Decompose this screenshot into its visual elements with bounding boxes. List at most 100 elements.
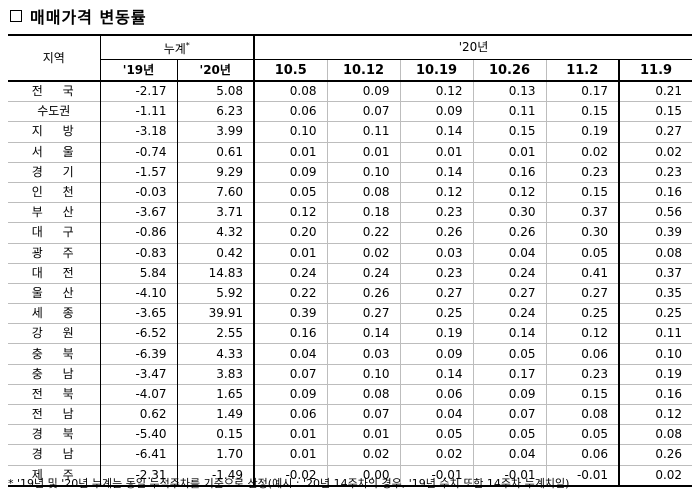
week-value-cell: 0.16	[617, 182, 693, 203]
week-value-cell: 0.23	[581, 366, 608, 381]
cum-20-cell: 3.71	[177, 202, 255, 223]
cum-19-cell: -0.83	[100, 243, 178, 264]
cum-20-cell: 9.29	[177, 162, 255, 183]
week-value-cell: 0.01	[400, 142, 474, 163]
footnote: * '19년 및 '20년 누계는 동일 누적주차를 기준으로 산정(예시 : …	[8, 477, 570, 490]
table-row: 인 천 -0.03 7.60 0.05 0.08 0.12 0.12 0.15 0.16	[8, 182, 693, 203]
week-value-cell: 0.12	[254, 202, 328, 223]
cum-20-cell: 39.91	[177, 303, 255, 324]
table-row: 전 남 0.62 1.49 0.06 0.07 0.04 0.07 0.08 0.12	[8, 404, 693, 425]
week-value-cell: 0.21	[617, 81, 693, 102]
cum-20-cell: 3.83	[177, 364, 255, 385]
week-value-cell: 0.15	[617, 101, 693, 122]
week-value-cell: 0.01	[254, 444, 328, 466]
table-row: 경 북 -5.40 0.15 0.01 0.01 0.05 0.05 0.05 0.08	[8, 424, 693, 445]
cum-20-cell: 1.70	[177, 444, 255, 466]
week-value-cell: 0.17	[581, 84, 608, 99]
cum-19-cell: -6.41	[100, 444, 178, 466]
table-row: 경 기 -1.57 9.29 0.09 0.10 0.14 0.16 0.23 0.23	[8, 162, 693, 183]
cum-19-cell: 0.62	[100, 404, 178, 425]
week-value-cell: 0.37	[617, 263, 693, 284]
checkbox-icon	[10, 10, 22, 22]
week-value-cell: 0.37	[581, 205, 608, 220]
week-value-cell: 0.08	[617, 243, 693, 264]
week-value-cell: 0.05	[581, 245, 608, 260]
week-value-cell: 0.07	[327, 404, 401, 425]
week-value-cell: 0.05	[400, 424, 474, 445]
week-value-cell: 0.16	[473, 162, 547, 183]
week-value-cell: 0.14	[400, 162, 474, 183]
table-row: 전 국 -2.17 5.08 0.08 0.09 0.12 0.13 0.17 0.21	[8, 81, 693, 102]
week-value-cell: 0.27	[327, 303, 401, 324]
year-group-header: '20년	[254, 35, 693, 60]
region-cell: 경 남	[8, 444, 101, 466]
table-row: 지 방 -3.18 3.99 0.10 0.11 0.14 0.15 0.19 0.27	[8, 121, 693, 143]
cum-20-cell: 0.61	[177, 142, 255, 163]
week-value-cell: 0.06	[254, 404, 328, 425]
region-cell: 제 주	[8, 465, 101, 486]
week-value-cell: 0.24	[327, 263, 401, 284]
table-row: 부 산 -3.67 3.71 0.12 0.18 0.23 0.30 0.37 0.56	[8, 202, 693, 223]
week-value-cell: -0.02	[254, 465, 328, 486]
week-value-cell: 0.09	[400, 101, 474, 122]
cum-19-cell: -4.07	[100, 384, 178, 405]
cum-20-cell: 5.08	[177, 81, 255, 102]
cum-20-cell: 7.60	[177, 182, 255, 203]
cumulative-mark: *	[185, 41, 190, 50]
week-value-cell: 0.03	[400, 243, 474, 264]
week-value-cell: 0.12	[473, 182, 547, 203]
week-value-cell: 0.26	[327, 283, 401, 304]
week-value-cell: 0.27	[617, 121, 693, 143]
week-value-cell: 0.09	[400, 343, 474, 365]
week-value-cell: 0.04	[473, 243, 547, 264]
table-row: 경 남 -6.41 1.70 0.01 0.02 0.02 0.04 0.06 0.26	[8, 444, 693, 466]
week-value-cell: 0.26	[617, 444, 693, 466]
week-value-cell: 0.27	[581, 285, 608, 300]
cum-19-cell: -1.57	[100, 162, 178, 183]
region-cell: 수도권	[8, 101, 101, 122]
sub-header-row: '19년 '20년 10.5 10.12 10.19 10.26 11.2 11.9	[8, 59, 693, 82]
week-value-cell: 0.07	[254, 364, 328, 385]
week-value-cell: 0.10	[327, 364, 401, 385]
week-value-cell: 0.30	[473, 202, 547, 223]
price-change-table: 지역 누계* '20년 '19년 '20년 10.5 10.12 10.19 10.26 1…	[8, 34, 693, 487]
cum-20-cell: 5.92	[177, 283, 255, 304]
week-value-cell: 0.26	[400, 222, 474, 243]
week-value-cell: 0.03	[327, 343, 401, 365]
week-value-cell: 0.02	[400, 444, 474, 466]
cum-20-cell: 14.83	[177, 263, 255, 284]
cum-19-cell: -2.31	[100, 465, 178, 486]
week-value-cell: 0.06	[581, 346, 608, 361]
cum-col-header: '19년	[100, 59, 178, 82]
week-value-cell: 0.02	[617, 142, 693, 163]
region-cell: 충 남	[8, 364, 101, 385]
week-value-cell: 0.02	[327, 243, 401, 264]
week-value-cell: 0.09	[473, 384, 547, 405]
week-value-cell: 0.13	[473, 81, 547, 102]
week-value-cell: 0.10	[327, 162, 401, 183]
week-value-cell: 0.08	[327, 384, 401, 405]
week-value-cell: 0.18	[327, 202, 401, 223]
region-cell: 충 북	[8, 343, 101, 365]
week-value-cell: 0.25	[581, 306, 608, 321]
region-cell: 인 천	[8, 182, 101, 203]
week-col-header: 10.12	[327, 59, 401, 82]
week-value-cell: 0.02	[581, 144, 608, 159]
week-value-cell: 0.08	[327, 182, 401, 203]
week-value-cell: 0.06	[400, 384, 474, 405]
week-value-cell: 0.05	[473, 424, 547, 445]
table-row: 광 주 -0.83 0.42 0.01 0.02 0.03 0.04 0.05 0.08	[8, 243, 693, 264]
week-col-header: 10.26	[473, 59, 547, 82]
region-cell: 서 울	[8, 142, 101, 163]
week-value-cell: 0.30	[581, 225, 608, 240]
cum-19-cell: -1.11	[100, 101, 178, 122]
week-value-cell: 0.24	[473, 263, 547, 284]
table-row: 수도권 -1.11 6.23 0.06 0.07 0.09 0.11 0.15 0.15	[8, 101, 693, 122]
table-body: 전 국 -2.17 5.08 0.08 0.09 0.12 0.13 0.17 0.21 수도권 -…	[8, 81, 693, 486]
week-value-cell: 0.14	[400, 364, 474, 385]
week-value-cell: 0.09	[327, 81, 401, 102]
region-cell: 지 방	[8, 121, 101, 143]
week-value-cell: 0.27	[400, 283, 474, 304]
table-row: 충 북 -6.39 4.33 0.04 0.03 0.09 0.05 0.06 0.10	[8, 343, 693, 365]
week-col-header: 10.19	[400, 59, 474, 82]
